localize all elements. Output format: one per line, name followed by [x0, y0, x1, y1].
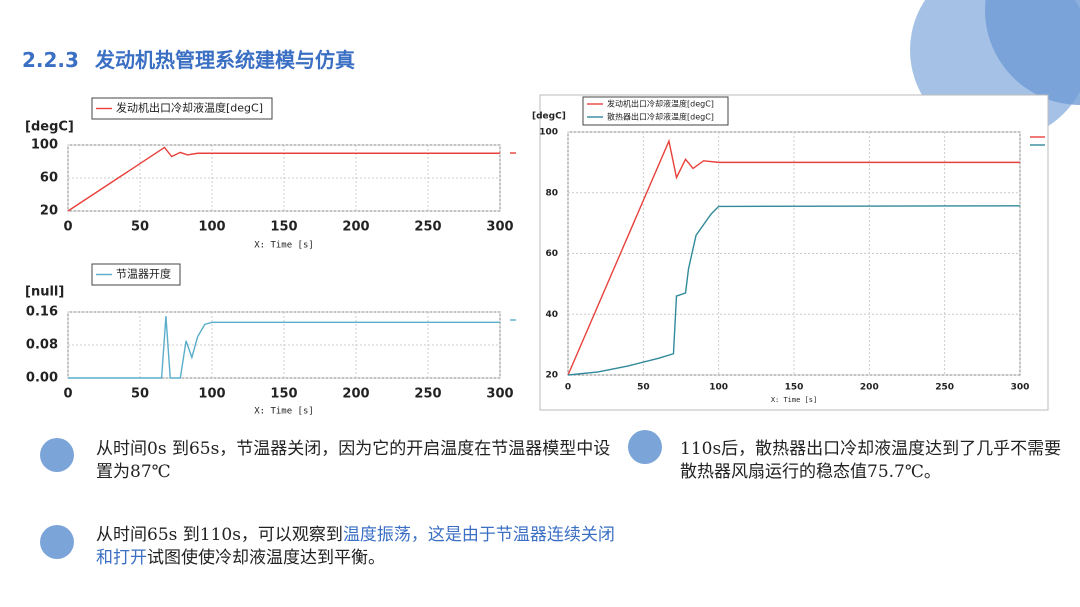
y-tick-label: 60: [545, 249, 558, 259]
y-tick-label: 60: [40, 171, 58, 186]
bullet: 从时间65s 到110s，可以观察到温度振荡，这是由于节温器连续关闭和打开试图使…: [96, 524, 616, 570]
x-tick-label: 250: [414, 220, 441, 235]
bullet: 从时间0s 到65s，节温器关闭，因为它的开启温度在节温器模型中设置为87℃: [96, 438, 616, 484]
y-tick-label: 80: [545, 188, 558, 198]
bullet-dot: [40, 438, 74, 472]
legend: [91, 97, 273, 120]
legend-label: 节温器开度: [116, 267, 171, 281]
bullet-text: 110s后，散热器出口冷却液温度达到了几乎不需要散热器风扇运行的稳态值75.7℃…: [680, 439, 1062, 482]
bullet-highlight: 温度振荡，这是由于节温器连续关闭和打开: [96, 525, 615, 568]
y-tick-label: 0.16: [26, 305, 58, 320]
y-tick-label: 0.00: [26, 371, 58, 386]
x-tick-label: 100: [198, 387, 225, 402]
x-tick-label: 300: [486, 220, 513, 235]
x-tick-label: 200: [342, 220, 369, 235]
x-tick-label: 50: [637, 383, 650, 393]
y-axis-label: [null]: [25, 285, 64, 300]
data-line: [567, 205, 1021, 376]
x-tick-label: 150: [785, 383, 804, 393]
y-tick-label: 20: [40, 204, 58, 219]
x-tick-label: 50: [131, 387, 149, 402]
bullet: 110s后，散热器出口冷却液温度达到了几乎不需要散热器风扇运行的稳态值75.7℃…: [680, 438, 1065, 484]
heading: 2.2.3 发动机热管理系统建模与仿真: [22, 44, 371, 73]
x-tick-label: 50: [131, 220, 149, 235]
legend: [91, 263, 181, 286]
legend-label: 发动机出口冷却液温度[degC]: [116, 101, 263, 115]
data-line: [567, 138, 1020, 376]
y-tick-label: 100: [539, 128, 558, 138]
x-axis-label: X: Time [s]: [771, 396, 817, 404]
x-tick-label: 0: [565, 383, 571, 393]
y-tick-label: 100: [31, 138, 58, 153]
x-tick-label: 200: [860, 383, 879, 393]
y-tick-label: 0.08: [26, 338, 58, 353]
bullet-dot: [40, 525, 74, 559]
bullet-text: 试图使使冷却液温度达到平衡。: [147, 548, 385, 568]
x-tick-label: 0: [63, 220, 72, 235]
bullet-text: 从时间65s 到110s，可以观察到: [96, 525, 343, 545]
legend-label: 发动机出口冷却液温度[degC]: [607, 99, 714, 109]
y-axis-label: [degC]: [532, 112, 566, 122]
x-tick-label: 100: [709, 383, 728, 393]
bullet-dot: [628, 430, 662, 464]
data-line: [68, 316, 500, 379]
x-tick-label: 0: [63, 387, 72, 402]
x-axis-label: X: Time [s]: [254, 407, 314, 417]
legend: [582, 96, 729, 126]
y-tick-label: 20: [545, 371, 558, 381]
x-axis-label: X: Time [s]: [254, 241, 314, 251]
decor-circle: [985, 0, 1080, 105]
heading-title: 发动机热管理系统建模与仿真: [94, 48, 355, 72]
y-axis-label: [degC]: [25, 120, 74, 135]
x-tick-label: 150: [270, 220, 297, 235]
x-tick-label: 250: [414, 387, 441, 402]
x-tick-label: 150: [270, 387, 297, 402]
y-tick-label: 40: [545, 310, 558, 320]
data-line: [67, 146, 500, 212]
x-tick-label: 250: [935, 383, 954, 393]
x-tick-label: 300: [1011, 383, 1030, 393]
x-tick-label: 100: [198, 220, 225, 235]
heading-number: 2.2.3: [22, 48, 79, 72]
x-tick-label: 300: [486, 387, 513, 402]
legend-label: 散热器出口冷却液温度[degC]: [607, 112, 714, 122]
bullet-text: 从时间0s 到65s，节温器关闭，因为它的开启温度在节温器模型中设置为87℃: [96, 439, 611, 482]
x-tick-label: 200: [342, 387, 369, 402]
